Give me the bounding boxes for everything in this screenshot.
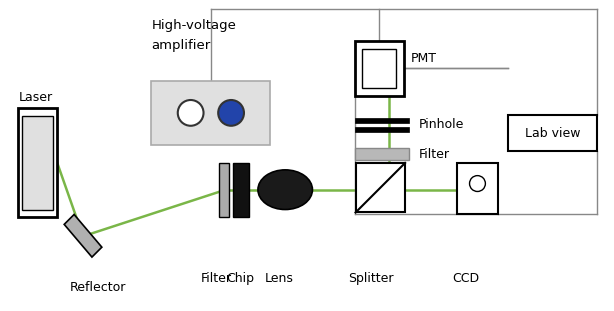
- Bar: [18, 109, 57, 217]
- Bar: [354, 148, 409, 160]
- Text: High-voltage: High-voltage: [152, 19, 236, 32]
- Bar: [21, 116, 53, 210]
- Text: Chip: Chip: [227, 272, 255, 285]
- Text: Filter: Filter: [419, 147, 450, 160]
- Bar: [219, 163, 228, 217]
- Circle shape: [470, 176, 486, 192]
- Text: amplifier: amplifier: [152, 39, 211, 52]
- Text: Laser: Laser: [18, 91, 53, 104]
- Bar: [354, 118, 409, 123]
- Text: Filter: Filter: [201, 272, 232, 285]
- Circle shape: [178, 100, 203, 126]
- Bar: [354, 127, 409, 132]
- Bar: [356, 163, 405, 212]
- Bar: [362, 49, 396, 88]
- Text: CCD: CCD: [453, 272, 480, 285]
- Circle shape: [218, 100, 244, 126]
- Bar: [508, 115, 597, 151]
- Text: Reflector: Reflector: [70, 281, 126, 294]
- Text: Splitter: Splitter: [348, 272, 393, 285]
- Bar: [354, 41, 404, 95]
- Bar: [457, 163, 499, 215]
- Polygon shape: [64, 215, 102, 257]
- Ellipse shape: [258, 170, 313, 210]
- Text: PMT: PMT: [411, 52, 437, 65]
- Bar: [233, 163, 249, 217]
- Text: Lab view: Lab view: [525, 127, 580, 140]
- Bar: [152, 81, 270, 145]
- Text: Pinhole: Pinhole: [419, 118, 464, 131]
- Text: Lens: Lens: [265, 272, 293, 285]
